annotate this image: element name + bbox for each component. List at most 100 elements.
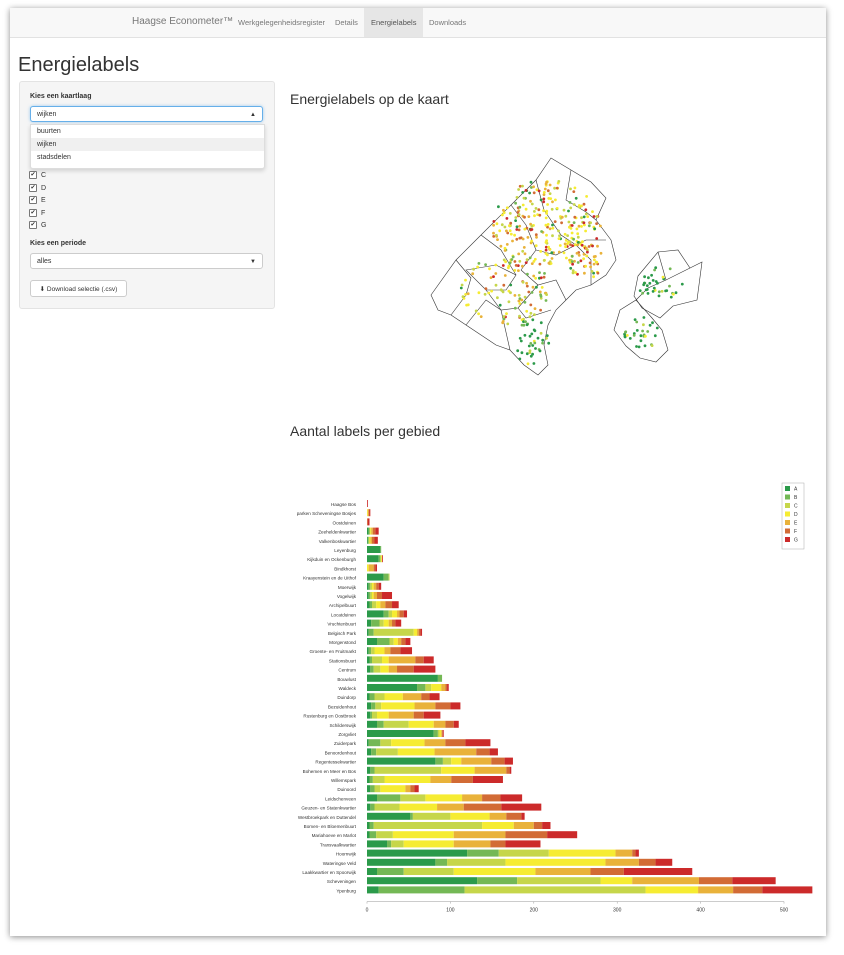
bar-segment — [367, 610, 384, 618]
building-dot — [515, 228, 519, 231]
building-dot — [641, 329, 644, 333]
building-dot — [516, 264, 520, 267]
bar-segment — [453, 840, 491, 848]
building-dot — [656, 281, 659, 285]
building-dot — [591, 244, 594, 248]
bar-segment — [441, 730, 443, 737]
building-dot — [648, 281, 652, 285]
bar-segment — [367, 812, 411, 820]
bar-segment — [390, 647, 401, 655]
nav-energielabels[interactable]: Energielabels — [364, 8, 424, 37]
bar-segment — [477, 877, 518, 885]
download-button[interactable]: ⬇ Download selectie (.csv) — [30, 280, 127, 297]
building-dot — [490, 289, 493, 293]
building-dot — [546, 223, 550, 226]
layer-select[interactable]: wijken ▲ — [30, 106, 263, 122]
dropdown-option-stadsdelen[interactable]: stadsdelen — [37, 154, 71, 161]
bar-segment — [367, 720, 378, 728]
layer-label: Kies een kaartlaag — [30, 93, 92, 100]
dropdown-option-buurten[interactable]: buurten — [37, 128, 61, 135]
building-dot — [518, 205, 522, 209]
bar-segment — [388, 665, 398, 673]
bar-segment — [397, 748, 435, 756]
building-dot — [595, 260, 599, 264]
building-dot — [544, 241, 548, 244]
building-dot — [586, 215, 590, 218]
bar-segment — [397, 665, 414, 673]
bar-segment — [505, 831, 548, 839]
building-dot — [570, 231, 574, 235]
bar-segment — [377, 711, 389, 719]
building-dot — [550, 257, 554, 260]
legend-label: D — [794, 512, 798, 518]
building-dot — [535, 235, 538, 239]
building-dot — [518, 302, 522, 305]
bar-segment — [509, 766, 512, 774]
building-dot — [515, 237, 519, 241]
building-dot — [650, 273, 653, 277]
bar-segment — [498, 849, 549, 857]
bar-segment — [373, 628, 414, 636]
checkbox-e[interactable]: ✔ E — [29, 196, 46, 204]
building-dot — [518, 357, 522, 361]
building-dot — [498, 229, 502, 233]
sidebar-panel: Kies een kaartlaag wijken ▲ buurten wijk… — [19, 81, 275, 309]
building-dot — [530, 186, 533, 189]
bar-segment — [417, 628, 419, 636]
checkbox-d[interactable]: ✔ D — [29, 184, 46, 192]
bar-segment — [368, 739, 381, 747]
checkbox-g[interactable]: ✔ G — [29, 221, 46, 229]
dropdown-option-wijken[interactable]: wijken — [31, 138, 264, 151]
building-dot — [492, 231, 495, 235]
building-dot — [498, 303, 502, 307]
bar-segment — [370, 803, 375, 811]
building-dot — [592, 215, 596, 218]
category-label: Vogelwijk — [337, 594, 357, 599]
period-select[interactable]: alles ▼ — [30, 253, 263, 269]
bar-segment — [491, 757, 505, 765]
building-dot — [524, 320, 527, 324]
category-label: Locatduinen — [331, 612, 356, 617]
checkbox-c[interactable]: ✔ C — [29, 171, 46, 179]
building-dot — [524, 189, 528, 192]
building-dot — [643, 281, 646, 285]
bar-segment — [368, 647, 372, 655]
bar-segment — [535, 868, 591, 875]
building-dot — [555, 207, 559, 210]
legend-label: A — [794, 487, 798, 493]
nav-werkgelegenheidsregister[interactable]: Werkgelegenheidsregister — [238, 18, 325, 27]
building-dot — [639, 339, 643, 343]
bar-segment — [392, 831, 454, 839]
bar-segment — [380, 665, 389, 673]
bar-segment — [384, 776, 431, 783]
building-dot — [544, 248, 548, 252]
building-dot — [508, 229, 512, 233]
building-dot — [557, 237, 561, 240]
building-dot — [569, 206, 573, 210]
building-dot — [652, 286, 656, 290]
bar-segment — [369, 536, 371, 544]
building-dot — [496, 238, 499, 241]
building-dot — [518, 224, 522, 228]
building-dot — [580, 225, 583, 228]
energy-label-map[interactable] — [426, 150, 716, 382]
bar-segment — [367, 748, 372, 756]
checkbox-f[interactable]: ✔ F — [29, 209, 45, 217]
brand[interactable]: Haagse Econometer™ — [132, 16, 234, 27]
nav-details[interactable]: Details — [335, 18, 358, 27]
building-dot — [514, 219, 517, 222]
nav-downloads[interactable]: Downloads — [429, 18, 467, 27]
bar-segment — [367, 776, 370, 783]
building-dot — [525, 352, 529, 356]
building-dot — [571, 244, 574, 247]
building-dot — [562, 208, 566, 212]
building-dot — [595, 215, 599, 218]
bar-segment — [367, 794, 378, 802]
building-dot — [560, 215, 564, 219]
building-dot — [545, 212, 548, 215]
building-dot — [477, 262, 481, 265]
bar-segment — [383, 720, 409, 728]
building-dot — [545, 293, 548, 296]
bar-segment — [521, 812, 525, 820]
building-dot — [529, 180, 533, 184]
